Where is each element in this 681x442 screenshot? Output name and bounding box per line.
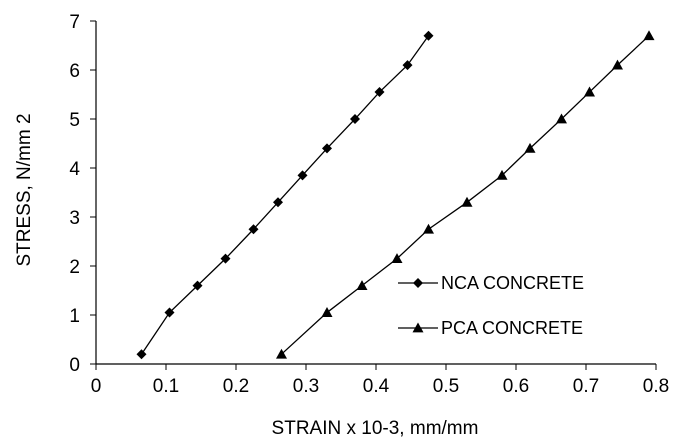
data-point [136, 349, 147, 360]
data-point [297, 170, 308, 181]
series-2 [276, 30, 655, 359]
data-point [273, 197, 283, 208]
y-tick-label: 6 [69, 61, 80, 82]
y-tick-label: 2 [69, 257, 80, 278]
data-point [496, 169, 508, 180]
data-point [350, 114, 360, 124]
legend: NCA CONCRETE PCA CONCRETE [398, 273, 584, 338]
x-tick-label: 0.7 [573, 376, 599, 397]
data-point [423, 223, 434, 234]
data-point [423, 30, 434, 41]
data-point [322, 143, 332, 154]
series-line [140, 35, 430, 355]
data-point [461, 196, 473, 207]
y-tick-label: 4 [69, 159, 80, 180]
x-tick-label: 0.4 [363, 376, 390, 397]
data-point [321, 307, 333, 317]
data-point [374, 87, 385, 98]
y-tick-label: 3 [69, 208, 80, 229]
data-point [402, 60, 413, 71]
axes: 0 0.1 0.2 0.3 0.4 0.5 0.6 0.7 0.8 0 1 2 3 4 5 6 7 [69, 12, 669, 397]
x-tick-label: 0.2 [223, 376, 249, 397]
data-point [220, 253, 231, 264]
x-tick-label: 0.3 [293, 376, 319, 397]
y-tick-label: 7 [69, 12, 80, 33]
x-tick-label: 0.1 [153, 376, 179, 397]
data-point [192, 280, 203, 291]
data-point [391, 253, 403, 264]
series-line [281, 35, 650, 355]
data-point [524, 142, 536, 153]
data-point [556, 113, 567, 124]
data-point [612, 59, 623, 70]
data-point [584, 86, 595, 97]
x-tick-label: 0.5 [433, 376, 459, 397]
y-axis-title: STRESS, N/mm 2 [14, 113, 35, 266]
x-tick-label: 0 [91, 376, 102, 397]
data-point [643, 30, 655, 41]
x-tick-label: 0.8 [643, 376, 669, 397]
x-axis-title: STRAIN x 10-3, mm/mm [272, 418, 479, 439]
series-1 [136, 30, 434, 360]
y-tick-label: 1 [69, 306, 80, 327]
data-point [276, 348, 287, 359]
legend-label: NCA CONCRETE [441, 273, 584, 293]
data-point [248, 224, 259, 235]
data-point [356, 280, 368, 290]
y-tick-label: 5 [69, 110, 80, 131]
legend-marker [412, 322, 424, 333]
legend-marker [413, 278, 423, 288]
y-tick-label: 0 [69, 355, 80, 376]
data-point [164, 307, 175, 318]
series-layer [136, 30, 655, 360]
x-tick-label: 0.6 [503, 376, 529, 397]
legend-label: PCA CONCRETE [441, 318, 583, 338]
